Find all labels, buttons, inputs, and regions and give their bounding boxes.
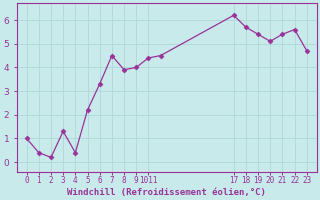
X-axis label: Windchill (Refroidissement éolien,°C): Windchill (Refroidissement éolien,°C) (67, 188, 266, 197)
